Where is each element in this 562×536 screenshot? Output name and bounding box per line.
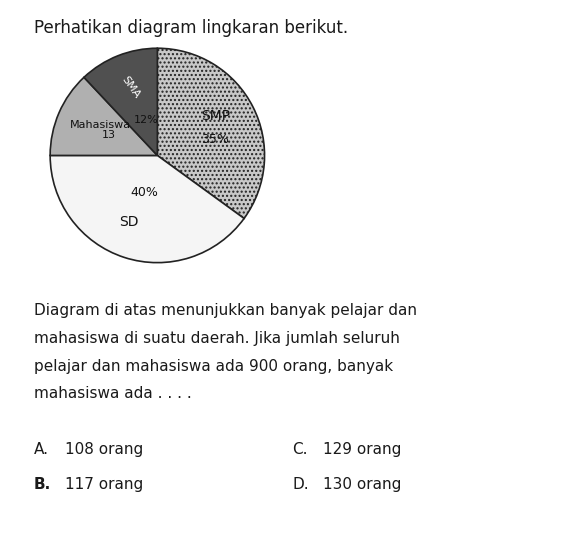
Text: 12%: 12% [134,115,158,125]
Text: mahasiswa ada . . . .: mahasiswa ada . . . . [34,386,192,401]
Text: 117 orang: 117 orang [65,477,143,492]
Text: 35%: 35% [201,133,229,146]
Wedge shape [50,77,157,155]
Text: Perhatikan diagram lingkaran berikut.: Perhatikan diagram lingkaran berikut. [34,19,348,37]
Text: pelajar dan mahasiswa ada 900 orang, banyak: pelajar dan mahasiswa ada 900 orang, ban… [34,359,393,374]
Text: 13: 13 [102,130,116,140]
Text: C.: C. [292,442,308,457]
Text: 130 orang: 130 orang [323,477,401,492]
Text: B.: B. [34,477,51,492]
Text: A.: A. [34,442,49,457]
Text: 108 orang: 108 orang [65,442,143,457]
Text: SMP: SMP [201,109,230,123]
Wedge shape [50,155,244,263]
Wedge shape [157,48,265,219]
Text: D.: D. [292,477,309,492]
Text: SMA: SMA [120,75,142,101]
Text: Mahasiswa: Mahasiswa [70,120,130,130]
Text: mahasiswa di suatu daerah. Jika jumlah seluruh: mahasiswa di suatu daerah. Jika jumlah s… [34,331,400,346]
Text: SD: SD [119,215,138,229]
Text: 40%: 40% [130,185,158,199]
Wedge shape [84,48,157,155]
Text: Diagram di atas menunjukkan banyak pelajar dan: Diagram di atas menunjukkan banyak pelaj… [34,303,416,318]
Text: 129 orang: 129 orang [323,442,401,457]
